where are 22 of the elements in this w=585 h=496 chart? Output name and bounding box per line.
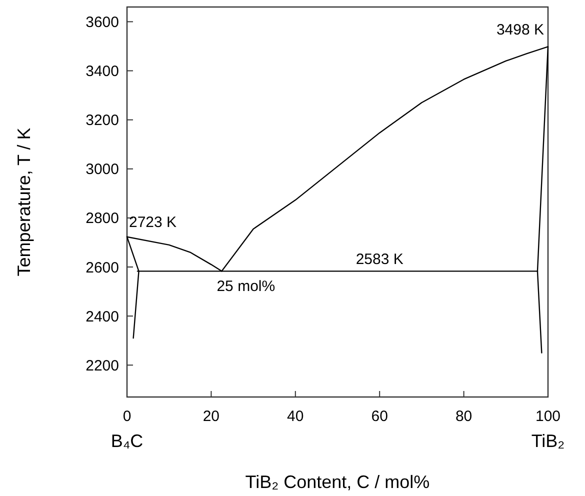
y-tick-label: 2200 — [86, 357, 119, 374]
annotation: 25 mol% — [216, 278, 276, 296]
y-axis-title: Temperature, T / K — [14, 128, 34, 276]
y-tick-label: 2600 — [86, 259, 119, 276]
y-tick-label: 2400 — [86, 308, 119, 326]
text: TiB₂ — [531, 431, 565, 451]
y-tick-label: 3400 — [86, 63, 119, 80]
x-tick-label: 0 — [122, 408, 132, 425]
x-axis-title: TiB₂ Content, C / mol% — [245, 472, 430, 492]
x-tick-label: 100 — [535, 408, 561, 425]
text: B₄C — [110, 431, 144, 451]
x-tick-label: 60 — [371, 408, 388, 425]
annotation: 2723 K — [129, 214, 177, 231]
x-tick-label: 40 — [287, 408, 304, 425]
y-tick-label: 3000 — [86, 161, 119, 178]
y-tick-label: 2800 — [86, 210, 119, 228]
annotation: 3498 K — [496, 22, 544, 39]
y-tick-label: 3600 — [86, 14, 119, 31]
x-tick-label: 80 — [455, 408, 472, 425]
y-tick-label: 3200 — [86, 112, 119, 130]
x-tick-label: 20 — [202, 408, 220, 425]
annotation: 2583 K — [356, 251, 404, 268]
